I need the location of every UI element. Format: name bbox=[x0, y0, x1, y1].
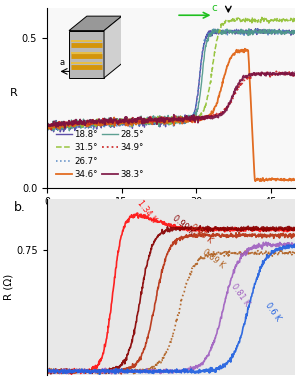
Polygon shape bbox=[104, 16, 122, 78]
Text: 0.99 K: 0.99 K bbox=[171, 214, 196, 237]
Text: a: a bbox=[59, 58, 65, 67]
Y-axis label: R (Ω): R (Ω) bbox=[4, 274, 14, 300]
Text: 1.34 K: 1.34 K bbox=[135, 199, 158, 224]
Text: b.: b. bbox=[13, 201, 25, 214]
Legend: 18.8°, 31.5°, 26.7°, 34.6°, 28.5°, 34.9°, , 38.3°: 18.8°, 31.5°, 26.7°, 34.6°, 28.5°, 34.9°… bbox=[54, 127, 146, 182]
Y-axis label: R: R bbox=[10, 88, 17, 98]
X-axis label: $\mu_0H$ (T): $\mu_0H$ (T) bbox=[152, 213, 190, 227]
Text: 0.81 K: 0.81 K bbox=[230, 282, 251, 308]
Polygon shape bbox=[69, 31, 104, 78]
Text: 0.89 K: 0.89 K bbox=[201, 248, 226, 270]
Text: c: c bbox=[211, 3, 217, 13]
Text: 0.95 K: 0.95 K bbox=[188, 222, 214, 245]
Polygon shape bbox=[69, 16, 122, 31]
Text: 0.6 K: 0.6 K bbox=[263, 301, 282, 322]
